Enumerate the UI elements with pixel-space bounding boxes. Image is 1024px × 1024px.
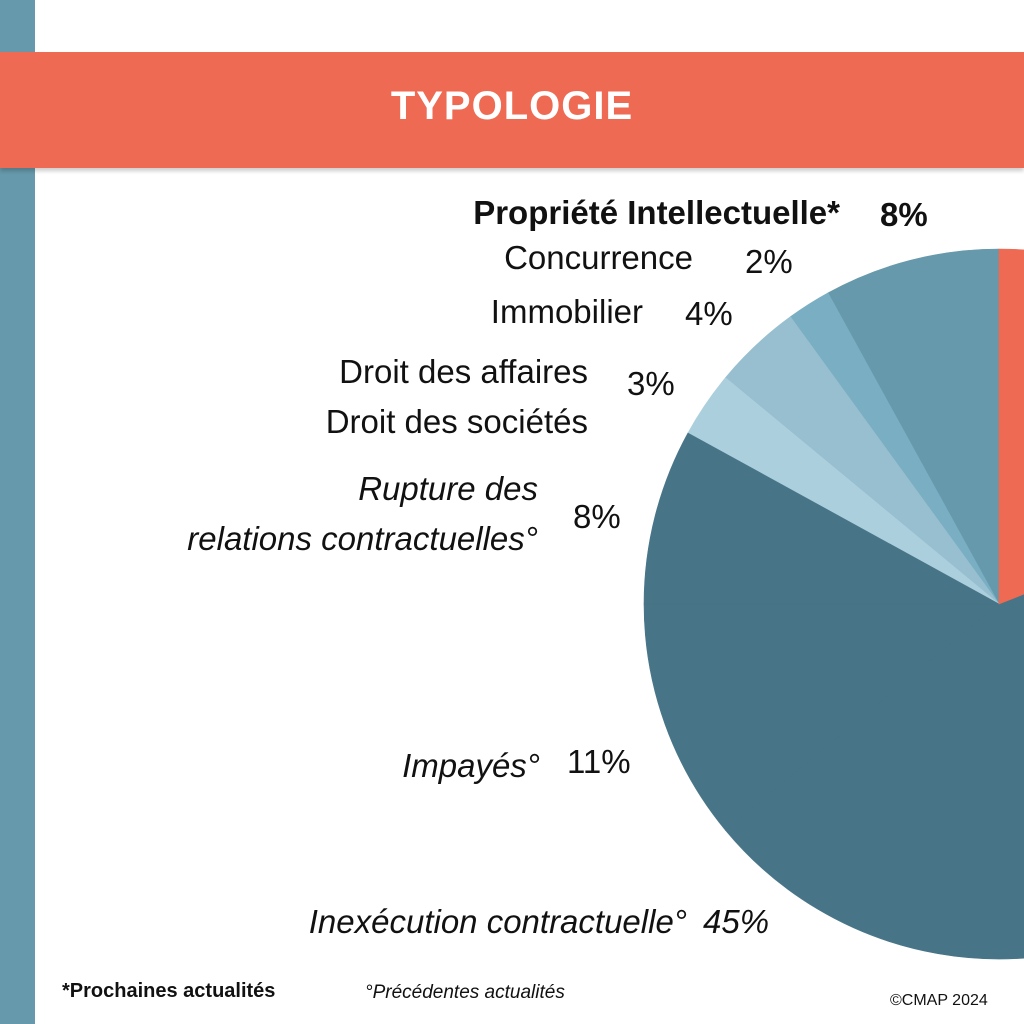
- label-propriete-intellectuelle: Propriété Intellectuelle*: [473, 194, 840, 231]
- pie-slice-4: [643, 432, 1000, 605]
- value-concurrence: 2%: [745, 243, 793, 280]
- pie-slice-5: [643, 603, 1000, 831]
- page-title: TYPOLOGIE: [390, 84, 634, 128]
- pie-slice-6: [725, 593, 1024, 960]
- label-impayes: Impayés°: [402, 747, 540, 784]
- label-droit-des-affaires: Droit des affaires: [339, 353, 588, 390]
- value-immobilier: 4%: [685, 295, 733, 332]
- value-propriete-intellectuelle: 8%: [880, 196, 928, 233]
- pie-slice-7: [998, 248, 1024, 605]
- copyright: ©CMAP 2024: [890, 992, 988, 1009]
- label-inexecution: Inexécution contractuelle°: [308, 903, 687, 940]
- label-rupture-line1: Rupture des: [358, 470, 538, 507]
- label-droit-des-societes: Droit des sociétés: [325, 403, 588, 440]
- label-concurrence: Concurrence: [504, 239, 693, 276]
- pie-slice-0: [827, 248, 1000, 605]
- left-accent-bar: [0, 0, 35, 1024]
- footnote-previous: °Précédentes actualités: [365, 982, 565, 1003]
- value-inexecution: 45%: [703, 903, 770, 940]
- value-impayes: 11%: [567, 743, 631, 780]
- value-rupture: 8%: [573, 498, 621, 535]
- label-rupture-line2: relations contractuelles°: [187, 520, 538, 557]
- title-banner: TYPOLOGIE: [0, 52, 1024, 168]
- value-droit-des-affaires: 3%: [627, 365, 675, 402]
- footnote-next: *Prochaines actualités: [62, 980, 276, 1002]
- label-immobilier: Immobilier: [490, 293, 643, 330]
